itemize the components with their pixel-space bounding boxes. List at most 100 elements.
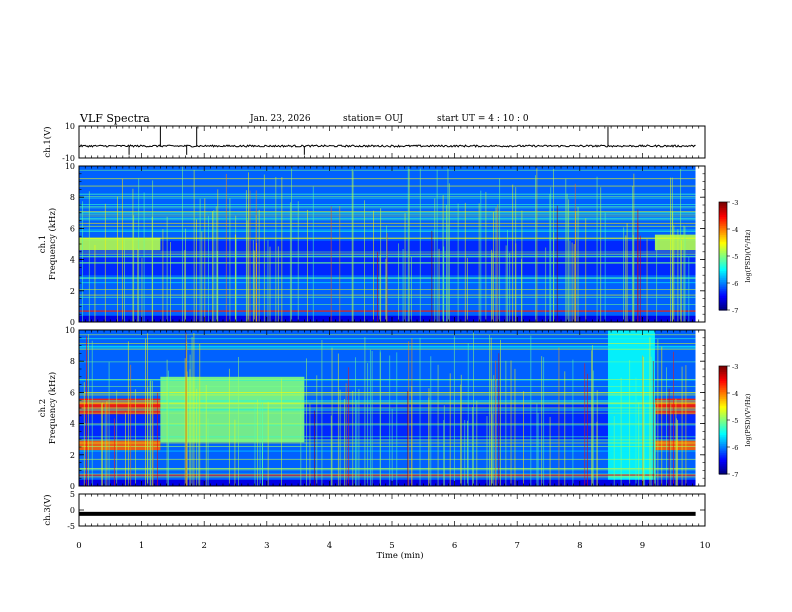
- ch2-spectrogram-colorbar-cell: [719, 394, 727, 398]
- ch2-spectrogram-ytick-label: 2: [70, 451, 75, 460]
- ch1-spectrogram-colorbar-cell: [719, 301, 727, 304]
- ch2-spectrogram-colorbar-cell: [719, 441, 727, 444]
- ch2-spectrogram-colorbar-cell: [719, 472, 727, 475]
- ch1-spectrogram-colorbar-cell: [719, 225, 727, 228]
- ch1-spectrogram-colorbar-cell: [719, 239, 727, 243]
- ch1-spectrogram-colorbar-cell: [719, 229, 727, 232]
- ch2-spectrogram-colorbar-cell: [719, 380, 727, 383]
- ch2-spectrogram-ytick-label: 4: [70, 420, 75, 429]
- ch2-spectrogram-colorbar-cell: [719, 448, 727, 452]
- ch2-spectrogram-nodata: [695, 330, 705, 486]
- ch2-spectrogram-colorbar-cell: [719, 418, 727, 421]
- ch2-spectrogram-colorbar-cell: [719, 427, 727, 430]
- ch1-spectrogram-colorbar-cell: [719, 212, 727, 216]
- ch1-spectrogram-colorbar-cell: [719, 223, 727, 226]
- ch1-spectrogram-colorbar-cell: [719, 214, 727, 217]
- ch2-spectrogram-colorbar-cell: [719, 412, 727, 416]
- ch2-spectrogram-colorbar-cell: [719, 407, 727, 410]
- ch1-spectrogram-colorbar-cell: [719, 207, 727, 210]
- ch1-spectrogram-colorbar-cell: [719, 306, 727, 309]
- ch2-spectrogram-colorbar-cell: [719, 375, 727, 378]
- ch2-spectrogram-colorbar-cell: [719, 445, 727, 448]
- ch1-spectrogram-ytick-label: 4: [70, 256, 75, 265]
- ch2-spectrogram-colorbar-cell: [719, 398, 727, 401]
- ch2-spectrogram-colorbar-cell: [719, 369, 727, 372]
- ch2-spectrogram-emission-5: [654, 440, 696, 451]
- ch1-spectrogram-colorbar-cell: [719, 268, 727, 271]
- ch2-spectrogram-colorbar-cell: [719, 393, 727, 396]
- ch1-spectrogram-colorbar-cell: [719, 234, 727, 237]
- ch1-spectrogram-colorbar-cell: [719, 202, 727, 205]
- ch2-spectrogram-colorbar-cell: [719, 416, 727, 419]
- ch2-spectrogram-ytick-label: 6: [70, 388, 75, 397]
- ch2-spectrogram-colorbar-cell: [719, 459, 727, 462]
- ch2-spectrogram-ylabel: Frequency (kHz): [47, 372, 58, 444]
- ch2-spectrogram-ytick-label: 8: [70, 357, 75, 366]
- xtick-label: 0: [76, 541, 81, 551]
- ch1-spectrogram-colorbar-cell: [719, 245, 727, 248]
- ch2-spectrogram-colorbar-cell: [719, 463, 727, 466]
- xtick-label: 1: [139, 541, 144, 551]
- ch1-spectrogram-colorbar-tick: -3: [732, 199, 738, 207]
- ch1-spectrogram-colorbar-cell: [719, 236, 727, 239]
- ch1-spectrogram-colorbar-cell: [719, 302, 727, 306]
- ch1-spectrogram-colorbar-cell: [719, 283, 727, 286]
- ch2-spectrogram-colorbar-cell: [719, 434, 727, 437]
- ch2-spectrogram-colorbar-cell: [719, 378, 727, 381]
- ch2-spectrogram-colorbar-label: log(PSD)(V²/Hz): [744, 393, 752, 446]
- ch1-spectrogram-colorbar-cell: [719, 281, 727, 284]
- xtick-label: 10: [700, 541, 711, 551]
- ch1-spectrogram-colorbar-cell: [719, 274, 727, 277]
- ch1-spectrogram-colorbar-cell: [719, 216, 727, 219]
- xtick-label: 5: [389, 541, 394, 551]
- ch2-spectrogram-ytick-label: 10: [65, 326, 75, 335]
- ch2-spectrogram-colorbar-cell: [719, 461, 727, 464]
- ch1-spectrogram-colorbar-cell: [719, 266, 727, 270]
- ch2-spectrogram-colorbar-cell: [719, 432, 727, 435]
- ch1-spectrogram-colorbar-cell: [719, 243, 727, 246]
- xtick-label: 3: [264, 541, 269, 551]
- ch1-spectrogram-colorbar-cell: [719, 241, 727, 244]
- ch1-spectrogram-colorbar-cell: [719, 259, 727, 262]
- ch2-spectrogram-colorbar-cell: [719, 466, 727, 470]
- xtick-label: 6: [452, 541, 457, 551]
- ch1-spectrogram-colorbar-label: log(PSD)(V²/Hz): [744, 229, 752, 282]
- ch2-spectrogram-colorbar-cell: [719, 421, 727, 425]
- ch1-spectrogram-colorbar-cell: [719, 220, 727, 223]
- ch1-spectrogram-colorbar-tick: -5: [732, 253, 738, 261]
- ch2-spectrogram-colorbar-cell: [719, 385, 727, 389]
- ch1-spectrogram-colorbar-cell: [719, 227, 727, 230]
- ch2-spectrogram-colorbar-tick: -3: [732, 363, 738, 371]
- ch1-spectrogram-colorbar-cell: [719, 288, 727, 291]
- ch2-spectrogram-colorbar-cell: [719, 447, 727, 450]
- ch2-spectrogram-colorbar-cell: [719, 468, 727, 471]
- start-time-label: start UT = 4 : 10 : 0: [437, 114, 529, 124]
- ch1-spectrogram-colorbar-cell: [719, 304, 727, 307]
- ch1-spectrogram-colorbar-cell: [719, 218, 727, 221]
- ch2-spectrogram-colorbar-cell: [719, 367, 727, 371]
- ch1-spectrogram-colorbar-cell: [719, 247, 727, 250]
- xtick-label: 4: [327, 541, 332, 551]
- ch1-spectrogram-colorbar-cell: [719, 263, 727, 266]
- ch1-spectrogram-colorbar-cell: [719, 252, 727, 255]
- ch2-spectrogram-ytick-label: 0: [70, 482, 75, 491]
- ch1-spectrogram-colorbar-cell: [719, 299, 727, 302]
- ch1-spectrogram-colorbar-cell: [719, 265, 727, 268]
- ch2-spectrogram-colorbar-cell: [719, 387, 727, 390]
- ch2-spectrogram-colorbar-cell: [719, 457, 727, 461]
- ch2-spectrogram-colorbar-cell: [719, 389, 727, 392]
- ch1-spectrogram-colorbar-cell: [719, 261, 727, 264]
- ch1-spectrogram-colorbar-cell: [719, 248, 727, 252]
- ch2-spectrogram-bottom: [79, 479, 696, 486]
- date-label: Jan. 23, 2026: [250, 114, 311, 124]
- ch2-spectrogram-colorbar-cell: [719, 405, 727, 408]
- ch1-spectrogram-ytick-label: 8: [70, 193, 75, 202]
- ch2-spectrogram-colorbar-cell: [719, 373, 727, 376]
- ch1-spectrogram-colorbar-cell: [719, 272, 727, 275]
- ch1-spectrogram-colorbar-cell: [719, 284, 727, 288]
- ch1-spectrogram-ytick-label: 10: [65, 162, 75, 171]
- ch1-spectrogram-colorbar-cell: [719, 286, 727, 289]
- ch2-spectrogram-colorbar-tick: -5: [732, 417, 738, 425]
- ch2-spectrogram-colorbar-cell: [719, 414, 727, 417]
